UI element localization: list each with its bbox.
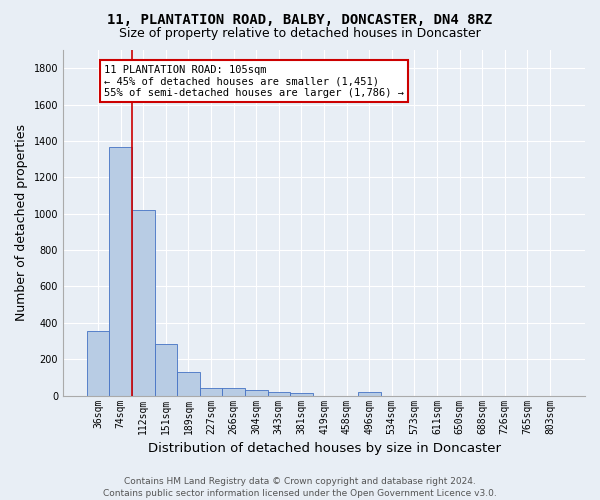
- Bar: [155, 344, 177, 396]
- Text: 11 PLANTATION ROAD: 105sqm
← 45% of detached houses are smaller (1,451)
55% of s: 11 PLANTATION ROAD: 105sqm ← 45% of deta…: [104, 64, 404, 98]
- Bar: [177, 372, 200, 396]
- Text: Contains HM Land Registry data © Crown copyright and database right 2024.
Contai: Contains HM Land Registry data © Crown c…: [103, 476, 497, 498]
- Bar: [268, 392, 290, 396]
- Bar: [200, 388, 223, 396]
- Text: Size of property relative to detached houses in Doncaster: Size of property relative to detached ho…: [119, 28, 481, 40]
- Bar: [290, 393, 313, 396]
- Bar: [358, 392, 380, 396]
- Y-axis label: Number of detached properties: Number of detached properties: [15, 124, 28, 322]
- Bar: [223, 388, 245, 396]
- Bar: [245, 390, 268, 396]
- Bar: [132, 210, 155, 396]
- Bar: [87, 331, 109, 396]
- Text: 11, PLANTATION ROAD, BALBY, DONCASTER, DN4 8RZ: 11, PLANTATION ROAD, BALBY, DONCASTER, D…: [107, 12, 493, 26]
- X-axis label: Distribution of detached houses by size in Doncaster: Distribution of detached houses by size …: [148, 442, 500, 455]
- Bar: [109, 148, 132, 396]
